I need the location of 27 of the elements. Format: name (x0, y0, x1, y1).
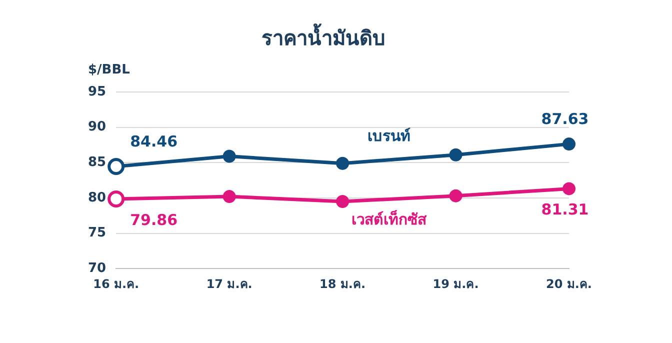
point (336, 194, 350, 208)
series-label: เบรนท์ (368, 127, 411, 145)
data-label: 87.63 (541, 110, 589, 128)
point (562, 182, 576, 196)
y-axis-title: $/BBL (88, 62, 130, 78)
point (449, 189, 462, 202)
point (336, 156, 350, 170)
y-tick-label: 90 (88, 120, 106, 135)
x-tick-label: 19 ม.ค. (432, 276, 479, 291)
y-tick-label: 95 (88, 84, 106, 100)
point (562, 138, 576, 151)
x-tick-label: 16 ม.ค. (93, 276, 140, 291)
x-tick-label: 17 ม.ค. (206, 276, 252, 291)
y-tick-label: 80 (88, 190, 106, 206)
data-label: 84.46 (130, 132, 178, 150)
x-tick-label: 18 ม.ค. (320, 276, 366, 291)
y-tick-label: 85 (88, 155, 106, 170)
point (449, 148, 462, 162)
data-label: 81.31 (541, 200, 589, 219)
point (222, 150, 236, 163)
y-tick-label: 75 (88, 226, 106, 241)
point (222, 190, 236, 204)
y-tick-label: 70 (88, 260, 106, 276)
x-tick-label: 20 ม.ค. (546, 276, 592, 291)
series-label: เวสต์เท็กซัส (352, 210, 428, 229)
chart-title: ราคาน้ำมันดิบ (262, 23, 386, 50)
data-label: 79.86 (130, 210, 178, 229)
